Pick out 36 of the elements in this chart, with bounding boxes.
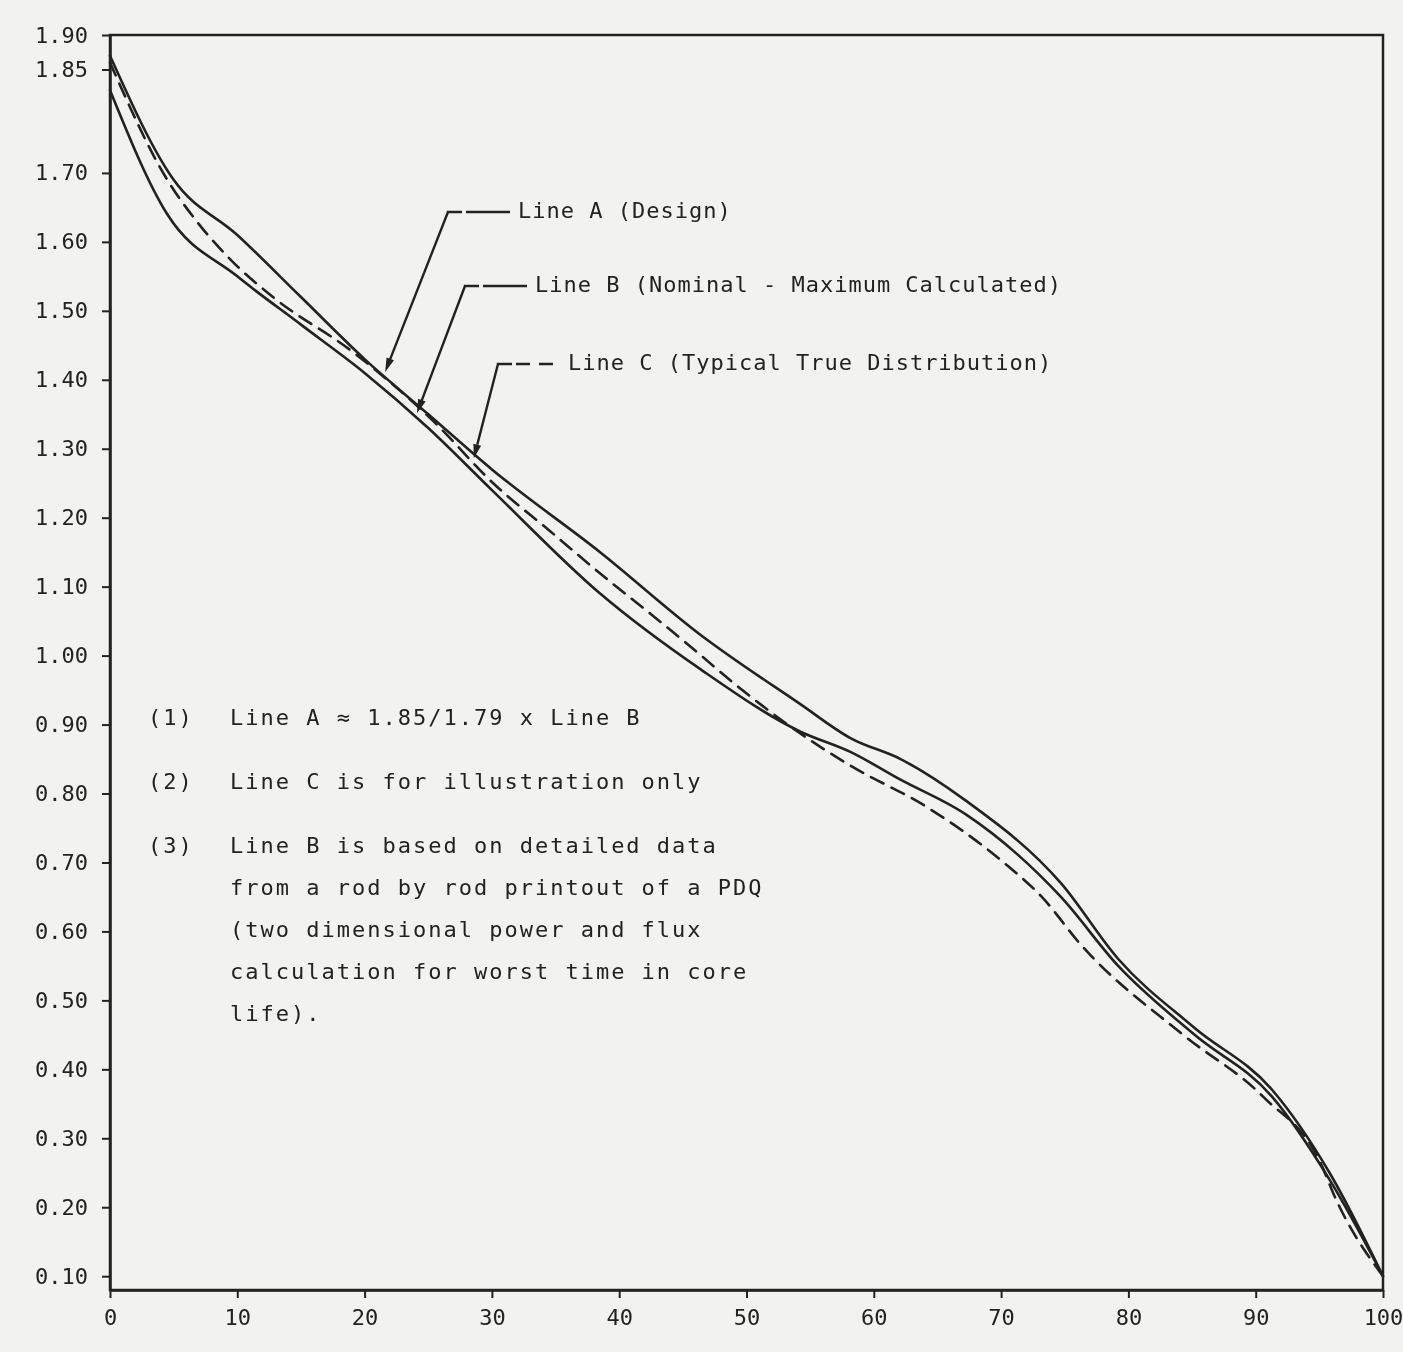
- x-tick-label: 80: [1115, 1305, 1143, 1331]
- y-tick-label: 0.40: [35, 1056, 88, 1082]
- y-tick-label: 1.70: [35, 160, 88, 186]
- x-tick-label: 90: [1242, 1305, 1270, 1331]
- y-tick-label: 0.50: [35, 987, 88, 1013]
- y-tick-label: 0.80: [35, 781, 88, 807]
- y-tick-label: 1.10: [35, 574, 88, 600]
- x-tick-label: 0: [103, 1305, 118, 1331]
- y-tick-label: 0.60: [35, 918, 88, 944]
- legend-label: Line A (Design): [518, 198, 732, 223]
- y-tick-label: 1.40: [35, 367, 88, 393]
- x-tick-label: 50: [733, 1305, 761, 1331]
- text: (2) Line C is for illustration only: [148, 769, 703, 794]
- y-tick-label: 1.50: [35, 298, 88, 324]
- x-tick-label: 30: [479, 1305, 506, 1331]
- y-tick-label: 1.30: [35, 436, 88, 462]
- text: (3) Line B is based on detailed data from a rod by rod printout of a PDQ (two dimensional power and flux calculation for worst time in core life).: [148, 833, 764, 1026]
- y-tick-label: 0.10: [35, 1263, 88, 1289]
- y-tick-label: 0.20: [35, 1194, 88, 1220]
- legend-label: Line C (Typical True Distribution): [568, 350, 1053, 375]
- x-tick-label: 70: [988, 1305, 1015, 1331]
- y-tick-label: 0.70: [35, 850, 88, 876]
- x-tick-label: 40: [606, 1305, 633, 1331]
- y-tick-label: 0.90: [35, 712, 88, 738]
- y-tick-label: 1.60: [35, 229, 88, 255]
- y-tick-label: 1.20: [35, 505, 88, 531]
- x-tick-label: 20: [351, 1305, 379, 1331]
- legend-label: Line B (Nominal - Maximum Calculated): [535, 272, 1063, 297]
- y-tick-label: 1.00: [35, 643, 88, 669]
- x-tick-label: 100: [1363, 1305, 1403, 1331]
- y-tick-label: 0.30: [35, 1125, 88, 1151]
- x-tick-label: 10: [224, 1305, 252, 1331]
- x-tick-label: 60: [861, 1305, 888, 1331]
- text: (1) Line A ≈ 1.85/1.79 x Line B: [148, 705, 642, 730]
- y-tick-label: 1.85: [35, 57, 88, 83]
- y-tick-label: 1.90: [35, 22, 88, 48]
